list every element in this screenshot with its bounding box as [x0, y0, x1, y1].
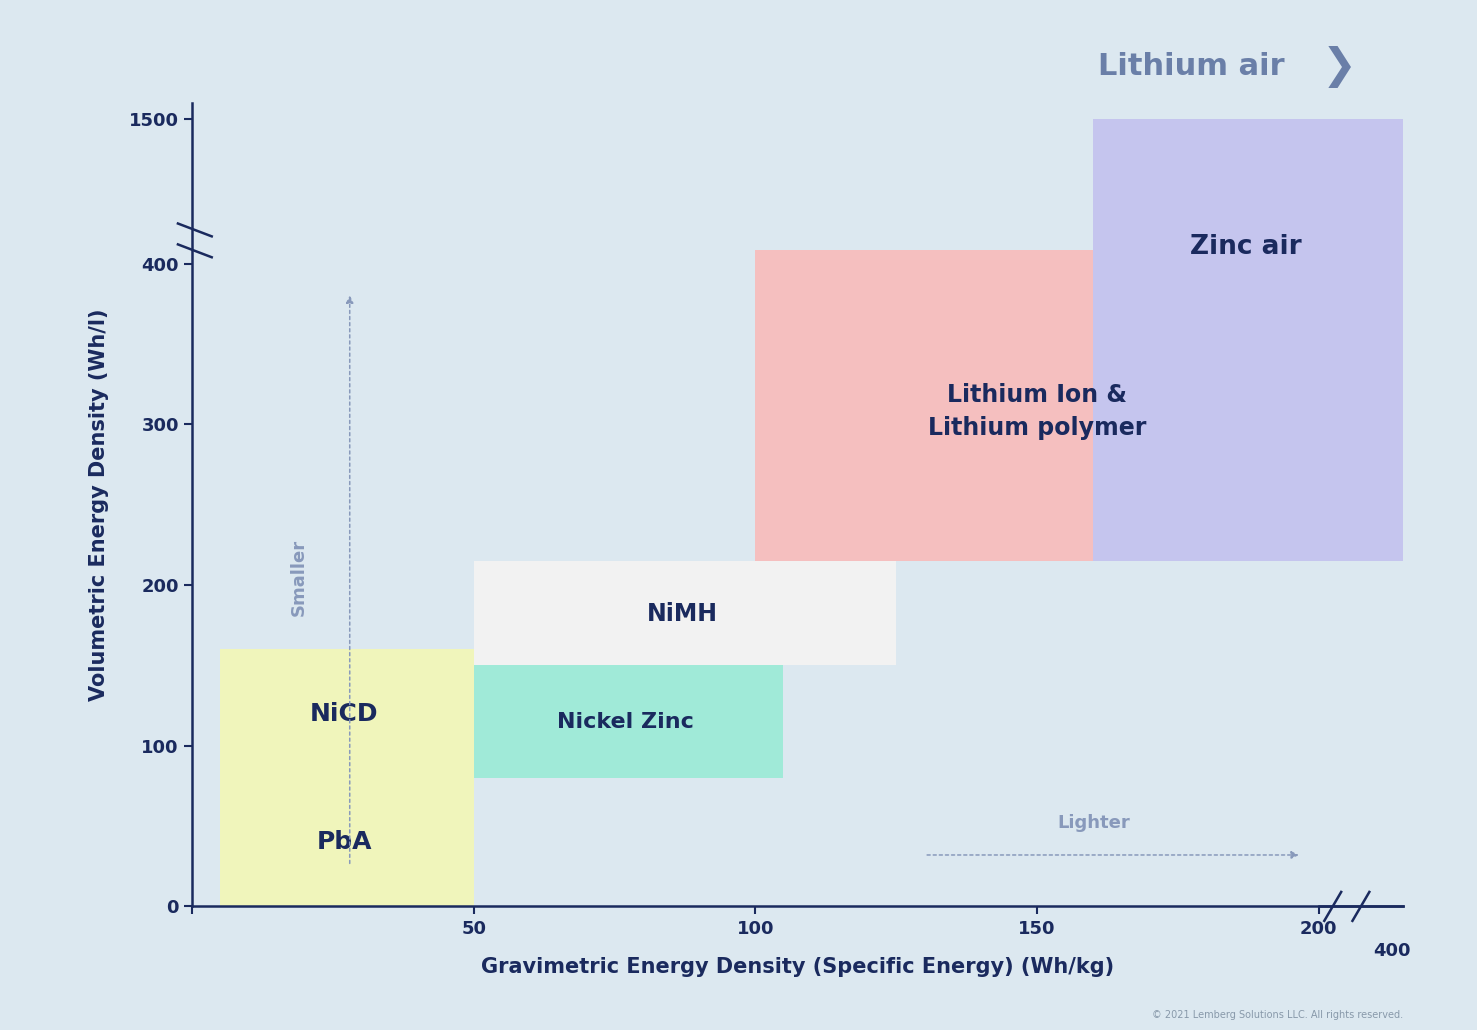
Bar: [474, 665, 783, 778]
Bar: [755, 250, 1319, 561]
X-axis label: Gravimetric Energy Density (Specific Energy) (Wh/kg): Gravimetric Energy Density (Specific Ene…: [482, 957, 1114, 977]
Text: ❯: ❯: [1322, 46, 1357, 88]
Text: Lithium Ion &
Lithium polymer: Lithium Ion & Lithium polymer: [928, 383, 1146, 440]
Text: NiCD: NiCD: [310, 701, 378, 725]
Text: Nickel Zinc: Nickel Zinc: [557, 712, 694, 731]
Bar: [1093, 119, 1403, 561]
Y-axis label: Volumetric Energy Density (Wh/l): Volumetric Energy Density (Wh/l): [90, 308, 109, 701]
Text: Smaller: Smaller: [289, 539, 309, 616]
Text: © 2021 Lemberg Solutions LLC. All rights reserved.: © 2021 Lemberg Solutions LLC. All rights…: [1152, 1009, 1403, 1020]
Bar: [220, 778, 474, 906]
Text: NiMH: NiMH: [647, 602, 718, 626]
Bar: [474, 561, 897, 665]
Text: Lighter: Lighter: [1058, 814, 1130, 832]
Text: 400: 400: [1374, 941, 1411, 960]
Bar: [220, 649, 474, 778]
Text: PbA: PbA: [316, 830, 372, 854]
Text: Zinc air: Zinc air: [1189, 234, 1301, 261]
Text: Lithium air: Lithium air: [1099, 53, 1285, 81]
